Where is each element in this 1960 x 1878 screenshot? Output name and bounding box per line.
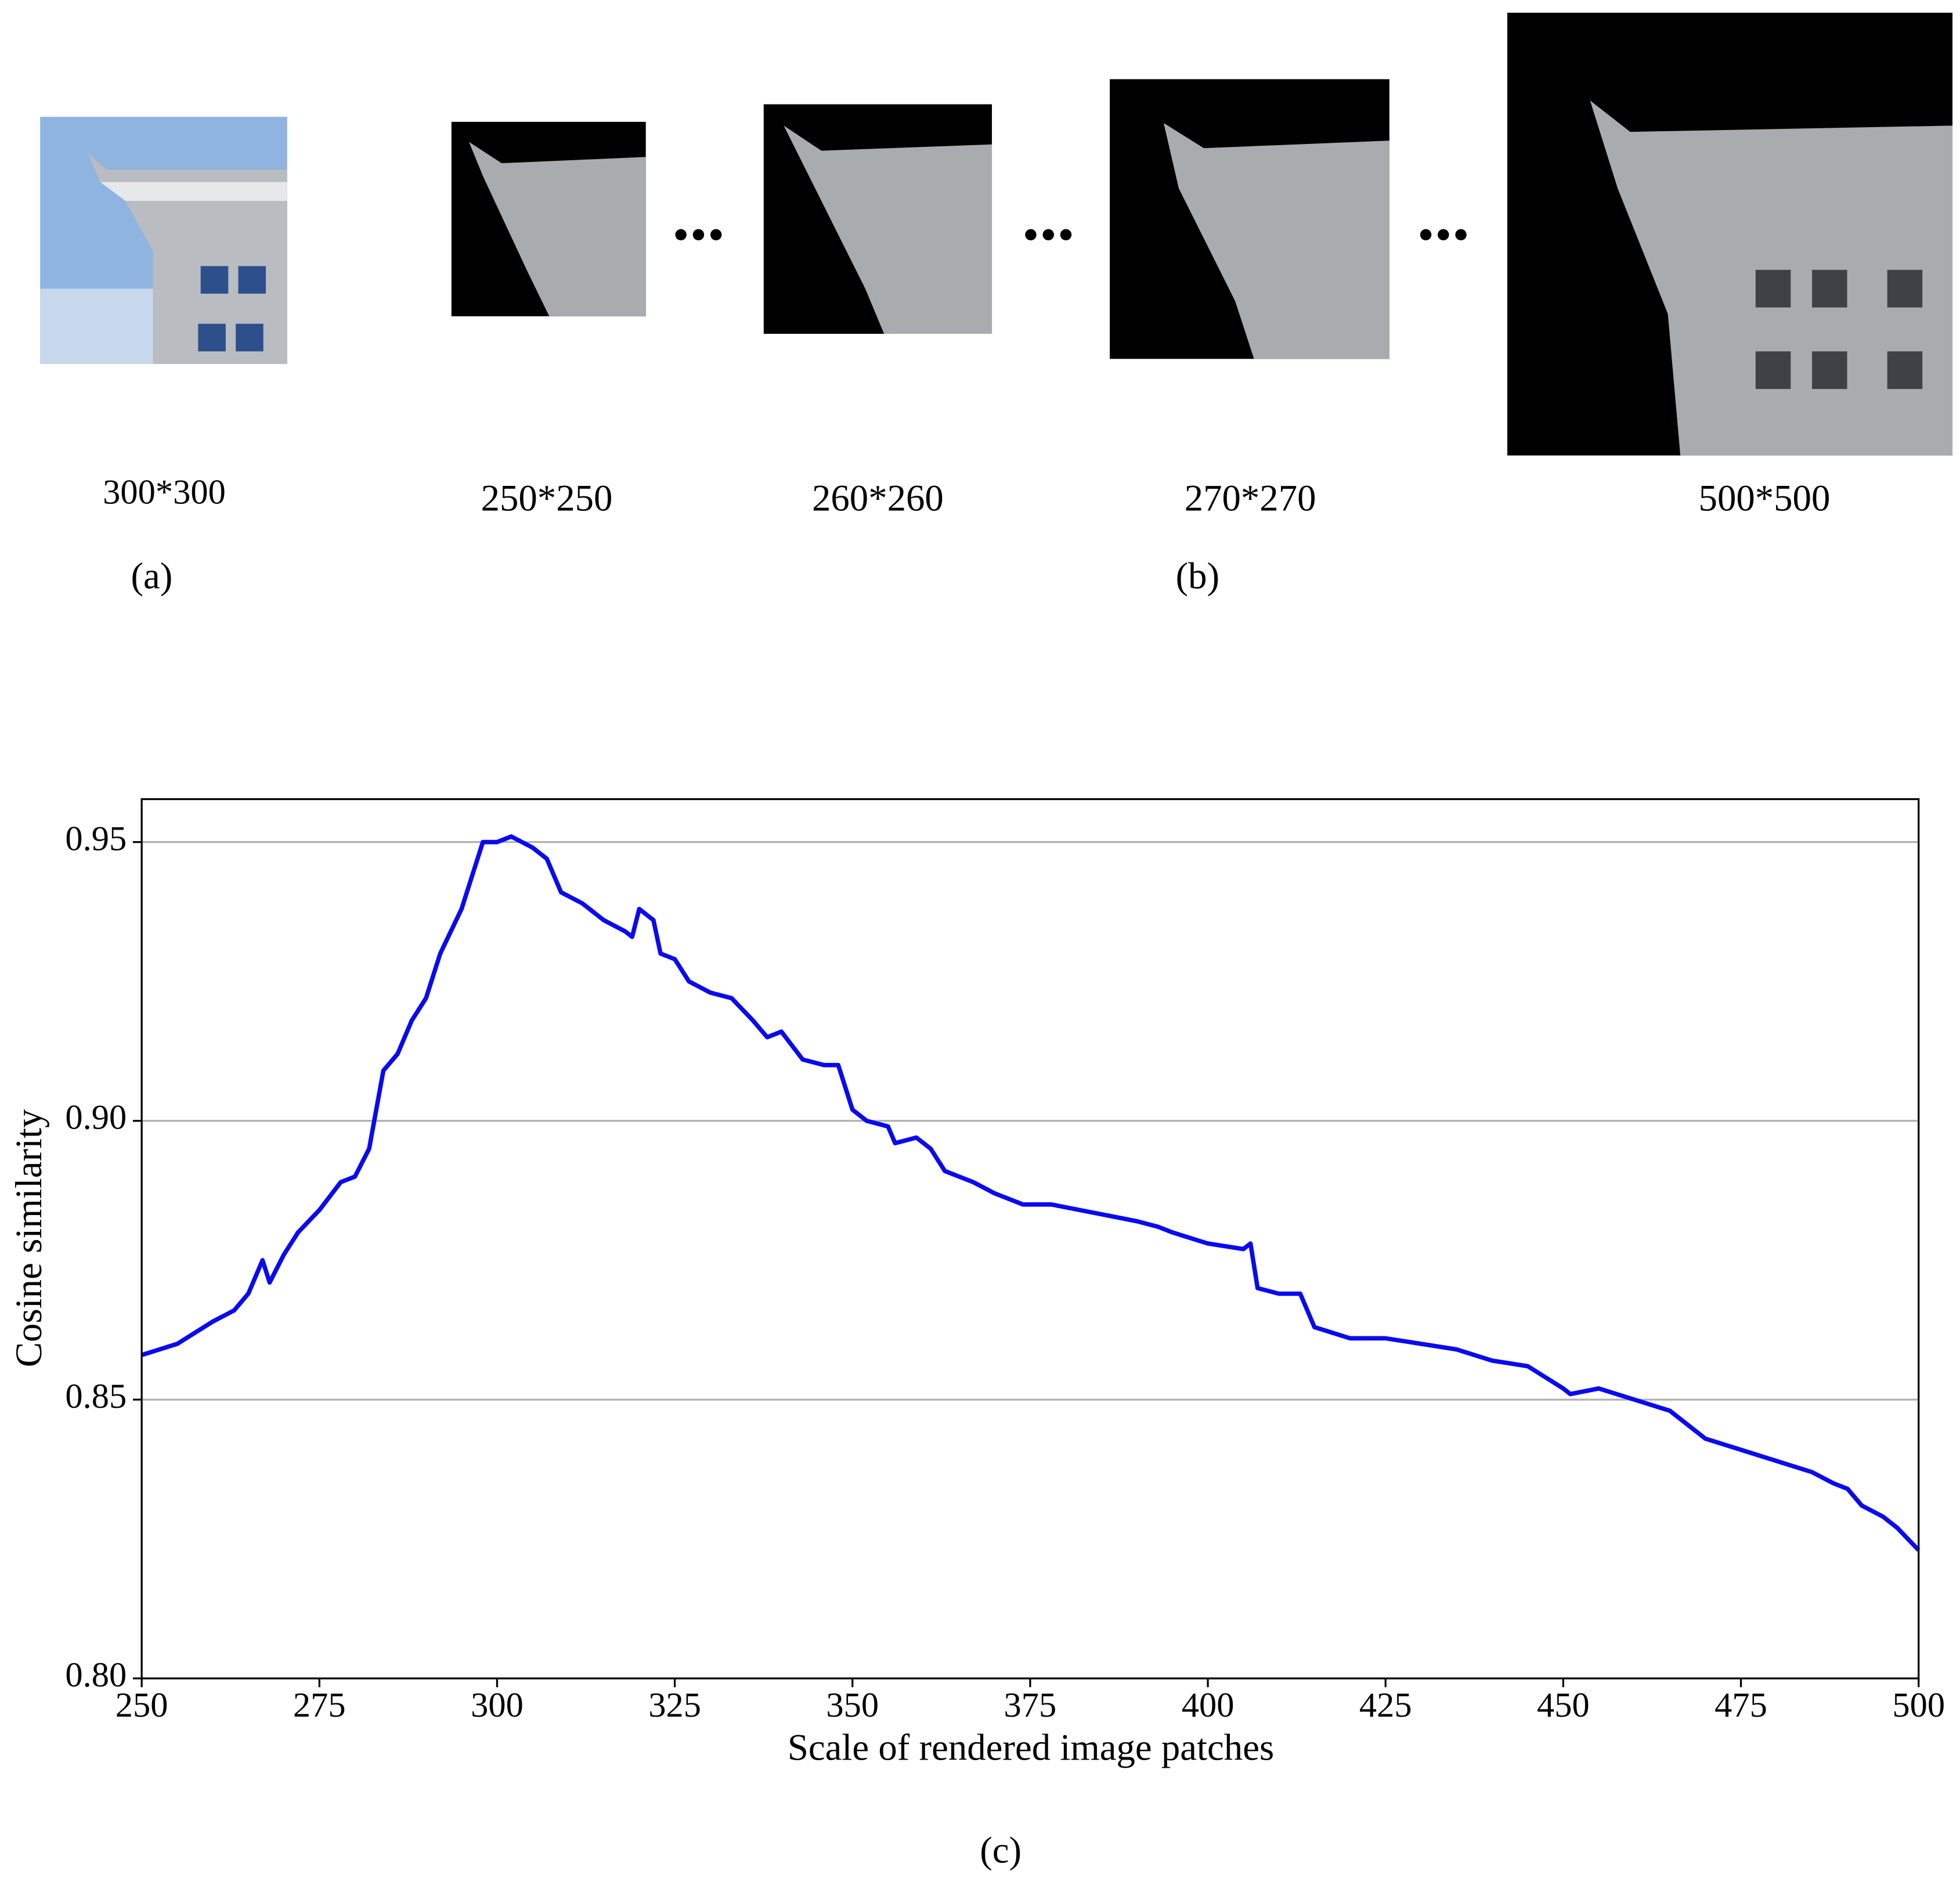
size-label: 260*260 bbox=[812, 477, 944, 519]
x-tick-label: 475 bbox=[1714, 1686, 1767, 1725]
x-tick-label: 350 bbox=[826, 1686, 879, 1725]
x-tick-label: 450 bbox=[1537, 1686, 1590, 1725]
data-line bbox=[141, 834, 1921, 1552]
y-axis-label: Cosine similarity bbox=[8, 1109, 50, 1367]
x-tick-label: 425 bbox=[1359, 1686, 1412, 1725]
panel-caption: (c) bbox=[980, 1830, 1021, 1872]
x-tick-label: 300 bbox=[471, 1686, 524, 1725]
plot-frame bbox=[140, 798, 1920, 1679]
size-label: 300*300 bbox=[103, 473, 226, 512]
y-tick-label: 0.80 bbox=[65, 1656, 127, 1695]
size-label: 500*500 bbox=[1699, 477, 1831, 519]
ellipsis bbox=[675, 229, 1467, 241]
x-tick-label: 500 bbox=[1892, 1686, 1945, 1725]
y-tick-label: 0.90 bbox=[65, 1098, 127, 1137]
panel-caption: (a) bbox=[131, 555, 172, 597]
panel-caption: (b) bbox=[1176, 555, 1220, 597]
x-tick-label: 325 bbox=[648, 1686, 701, 1725]
size-label: 270*270 bbox=[1185, 477, 1316, 519]
x-tick-label: 275 bbox=[293, 1686, 346, 1725]
y-tick-label: 0.95 bbox=[65, 819, 127, 858]
rendered-patches bbox=[451, 12, 1953, 456]
x-tick-label: 375 bbox=[1004, 1686, 1057, 1725]
size-label: 250*250 bbox=[481, 477, 613, 519]
x-axis-label: Scale of rendered image patches bbox=[788, 1726, 1274, 1768]
y-tick-label: 0.85 bbox=[65, 1377, 127, 1416]
x-tick-label: 400 bbox=[1182, 1686, 1235, 1725]
x-tick-label: 250 bbox=[115, 1686, 168, 1725]
photo-original bbox=[40, 117, 287, 364]
